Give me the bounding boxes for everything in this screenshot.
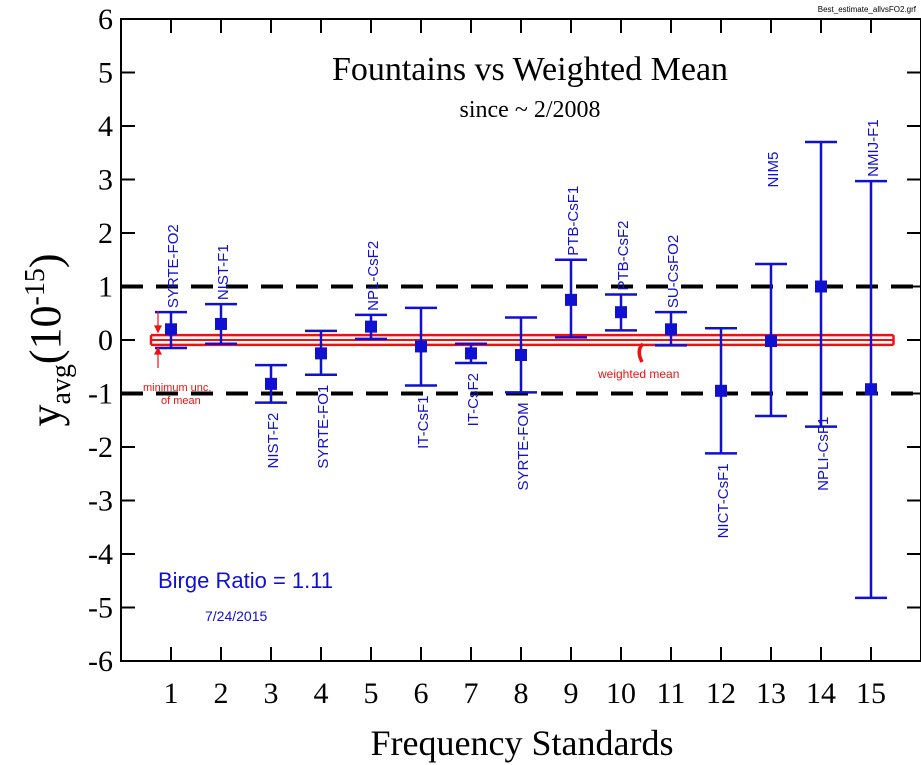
data-point-group: NPL-CsF2 [355,241,387,341]
point-label: SYRTE-FO2 [165,224,182,308]
point-label: SYRTE-FOM [515,402,532,490]
x-tick-label: 11 [657,677,686,710]
data-points: SYRTE-FO2 NIST-F1 NIST-F2 SYRTE-FO1 NPL-CsF2… [155,119,887,600]
point-label: NIM5 [765,152,782,188]
data-point [415,340,427,353]
y-axis-label-main: y [21,405,70,427]
x-tick-label: 8 [514,677,529,710]
data-point [765,335,777,348]
data-point-group: NIM5 [755,152,787,418]
y-axis-label-sub: avg [46,364,77,404]
data-point-group: PTB-CsF2 [605,221,637,332]
data-point [165,323,177,336]
x-tick-label: 5 [364,677,379,710]
y-tick-labels: -6 -5 -4 -3 -2 -1 0 1 2 3 4 5 6 [88,3,113,678]
min-unc-label-1: minimum unc. [143,382,211,394]
point-label: IT-CsF1 [415,395,432,448]
x-axis-label: Frequency Standards [371,723,674,763]
x-tick-label: 2 [214,677,229,710]
point-label: PTB-CsF1 [565,186,582,256]
y-tick-label: -1 [88,378,113,411]
y-tick-label: 3 [98,164,113,197]
point-label: NIST-F2 [265,413,282,469]
chart-title: Fountains vs Weighted Mean [332,51,728,88]
x-tick-label: 7 [464,677,479,710]
point-label: IT-CsF2 [465,373,482,426]
y-tick-label: 6 [98,3,113,36]
point-label: NPLI-CsF1 [815,417,832,491]
x-tick-label: 3 [264,677,279,710]
y-tick-label: -6 [88,645,113,678]
chart-subtitle: since ~ 2/2008 [460,97,601,123]
x-tick-label: 10 [606,677,636,710]
y-tick-label: -5 [88,592,113,625]
min-unc-arrows [154,311,162,368]
data-point-group: NIST-F2 [255,363,287,469]
y-axis-label-close: ) [21,253,70,268]
y-tick-label: 0 [98,324,113,357]
data-point [515,348,527,361]
point-label: SYRTE-FO1 [315,385,332,469]
data-point-group: SU-CsFO2 [655,235,687,347]
data-point [315,347,327,360]
x-tick-label: 9 [564,677,579,710]
data-point-group: IT-CsF2 [455,342,487,426]
data-point-group: SYRTE-FO1 [305,329,337,469]
weighted-mean-pointer [637,342,645,363]
x-tick-label: 14 [806,677,836,710]
data-point [465,347,477,360]
data-point-group: NIST-F1 [205,244,237,345]
data-point [265,377,277,390]
data-point [565,293,577,306]
data-point [365,320,377,333]
point-label: NPL-CsF2 [365,241,382,311]
min-unc-label-2: of mean [161,395,201,407]
data-point-group: SYRTE-FO2 [155,224,187,350]
y-axis-label: yavg(10-15) [20,253,77,426]
weighted-mean-label: weighted mean [597,367,679,381]
x-tick-label: 6 [414,677,429,710]
data-point-group: NICT-CsF1 [705,326,737,538]
y-axis-label-open: (10 [21,305,70,364]
data-point [615,306,627,319]
data-point-group: NPLI-CsF1 [805,140,837,491]
x-tick-label: 1 [164,677,179,710]
x-tick-label: 13 [756,677,786,710]
data-point [815,280,827,293]
x-tick-label: 4 [314,677,329,710]
data-point-group: NMIJ-F1 [855,119,887,600]
file-label: Best_estimate_allvsFO2.grf [818,5,917,14]
point-label: PTB-CsF2 [615,221,632,291]
y-tick-label: -3 [88,485,113,518]
data-point [715,384,727,397]
data-point [865,383,877,396]
x-tick-label: 12 [706,677,736,710]
point-label: SU-CsFO2 [665,235,682,308]
data-point-group: PTB-CsF1 [555,186,587,339]
y-tick-label: -2 [88,431,113,464]
point-label: NICT-CsF1 [715,463,732,538]
data-point [215,317,227,330]
y-tick-label: 2 [98,217,113,250]
y-tick-label: -4 [88,538,113,571]
data-point [665,323,677,336]
date-label: 7/24/2015 [205,608,267,624]
y-tick-label: 1 [98,271,113,304]
point-label: NIST-F1 [215,244,232,300]
y-tick-label: 5 [98,57,113,90]
data-point-group: IT-CsF1 [405,306,437,449]
x-tick-labels: 1 2 3 4 5 6 7 8 9 10 11 12 13 14 15 [164,677,887,710]
y-tick-label: 4 [98,110,113,143]
x-tick-label: 15 [856,677,886,710]
point-label: NMIJ-F1 [865,119,882,177]
data-point-group: SYRTE-FOM [505,316,537,490]
y-axis-label-exp: -15 [20,268,51,305]
birge-ratio: Birge Ratio = 1.11 [158,568,333,593]
